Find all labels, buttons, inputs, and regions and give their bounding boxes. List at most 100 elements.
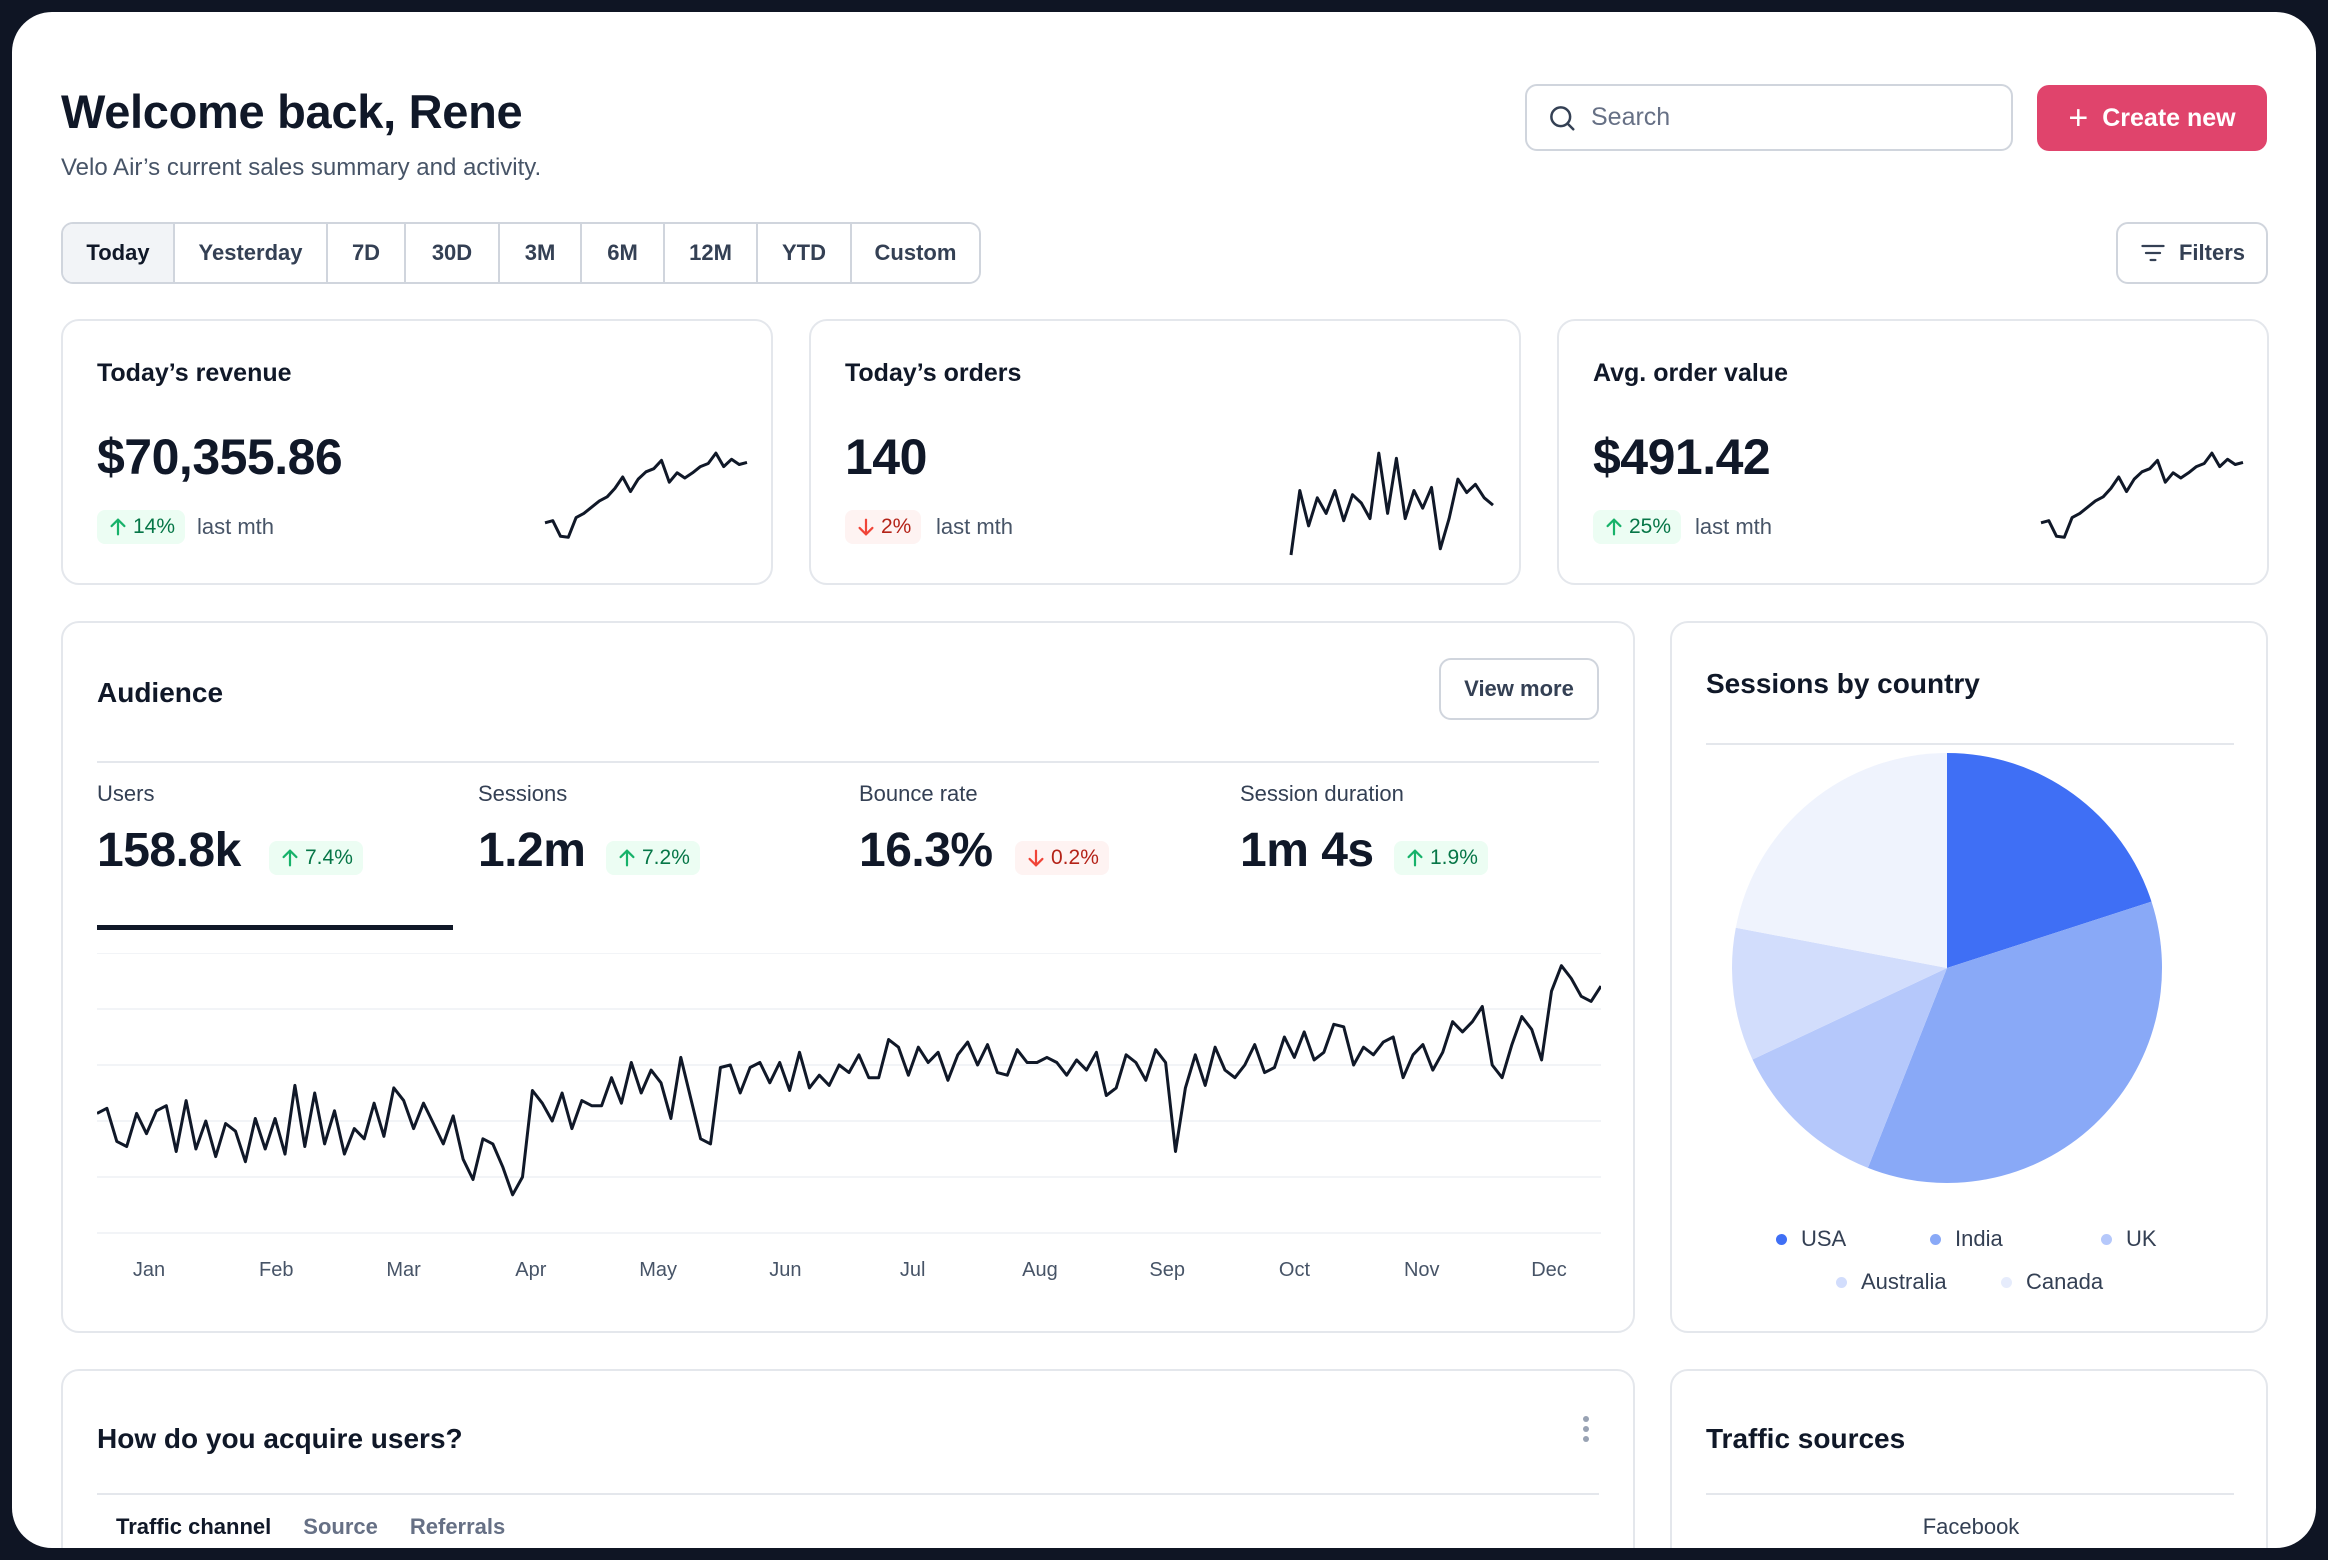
range-yesterday[interactable]: Yesterday (175, 224, 328, 282)
range-7d[interactable]: 7D (328, 224, 406, 282)
pie-slice-canada[interactable] (1735, 753, 1947, 968)
kpi-value: $491.42 (1593, 429, 1771, 485)
legend-dot (2001, 1276, 2012, 1288)
change-badge: 1.9% (1394, 841, 1488, 875)
range-12m[interactable]: 12M (665, 224, 758, 282)
change-value: 25% (1629, 515, 1672, 538)
traffic-sources-card: Traffic sources Facebook (1670, 1369, 2268, 1548)
legend-label: Australia (1861, 1269, 1947, 1294)
legend-item-uk: UK (2101, 1226, 2157, 1252)
legend-label: UK (2126, 1226, 2157, 1251)
kpi-value: $70,355.86 (97, 429, 343, 485)
active-metric-indicator (97, 925, 453, 930)
tab-source[interactable]: Source (303, 1514, 378, 1539)
audience-card: Audience View more Users 158.8k 7.4% Ses… (61, 621, 1635, 1333)
x-tick-label: Jan (133, 1259, 165, 1281)
acquire-users-card: How do you acquire users? Traffic channe… (61, 1369, 1635, 1548)
metric-tab-users[interactable]: Users 158.8k 7.4% (97, 781, 457, 941)
tab-referrals[interactable]: Referrals (409, 1514, 506, 1539)
change-badge: 2% (845, 510, 922, 544)
change-value: 0.2% (1051, 846, 1099, 869)
arrow-up-icon (282, 849, 298, 867)
range-30d[interactable]: 30D (406, 224, 500, 282)
change-value: 2% (881, 515, 912, 538)
metric-tab-bounce-rate[interactable]: Bounce rate 16.3% 0.2% (859, 781, 1219, 941)
kpi-card-revenue: Today’s revenue $70,355.86 14% last mth (61, 319, 773, 585)
plus-icon: + (2068, 99, 2089, 137)
range-custom[interactable]: Custom (852, 224, 979, 282)
sessions-pie-chart (1732, 753, 2163, 1183)
pie-slice-uk[interactable] (1752, 968, 1948, 1168)
metric-label: Session duration (1240, 781, 1404, 806)
range-3m[interactable]: 3M (500, 224, 582, 282)
metric-tab-session-duration[interactable]: Session duration 1m 4s 1.9% (1240, 781, 1600, 941)
pie-slice-australia[interactable] (1732, 927, 1947, 1060)
range-6m[interactable]: 6M (582, 224, 665, 282)
metric-value: 16.3% (859, 824, 993, 877)
filters-label: Filters (2178, 240, 2246, 265)
page-title: Welcome back, Rene (61, 85, 523, 138)
comparison-label: last mth (936, 514, 1014, 539)
legend-label: India (1955, 1226, 2003, 1251)
metric-value: 1.2m (478, 824, 586, 877)
legend-label: Canada (2026, 1269, 2104, 1294)
filters-button[interactable]: Filters (2116, 222, 2268, 284)
divider (97, 761, 1599, 763)
kpi-label: Avg. order value (1593, 359, 1788, 387)
pie-slice-india[interactable] (1867, 901, 2163, 1183)
page-subtitle: Velo Air’s current sales summary and act… (61, 154, 542, 181)
sparkline-path (1289, 451, 1494, 556)
legend-dot (2101, 1233, 2112, 1245)
date-range-selector: Today Yesterday 7D 30D 3M 6M 12M YTD Cus… (61, 222, 981, 284)
arrow-down-icon (1028, 849, 1044, 867)
metric-label: Bounce rate (859, 781, 978, 806)
x-tick-label: Dec (1531, 1259, 1567, 1281)
x-tick-label: Oct (1279, 1259, 1311, 1281)
acquire-title: How do you acquire users? (97, 1423, 463, 1454)
users-series-line (97, 964, 1601, 1197)
divider (97, 1493, 1599, 1495)
range-today[interactable]: Today (63, 224, 175, 282)
kpi-label: Today’s orders (845, 359, 1022, 387)
divider (1706, 1493, 2234, 1495)
range-ytd[interactable]: YTD (758, 224, 852, 282)
change-badge: 0.2% (1015, 841, 1109, 875)
kpi-card-avg-order: Avg. order value $491.42 25% last mth (1557, 319, 2269, 585)
revenue-sparkline (544, 451, 748, 539)
sessions-by-country-card: Sessions by country USA India UK Australia C… (1670, 621, 2268, 1333)
legend-item-india: India (1930, 1226, 2003, 1252)
tab-traffic-channel[interactable]: Traffic channel (116, 1514, 272, 1539)
orders-sparkline (1289, 451, 1494, 556)
create-new-button[interactable]: + Create new (2037, 85, 2267, 151)
kpi-value: 140 (845, 429, 927, 485)
search-box[interactable] (1525, 84, 2013, 151)
pie-slice-usa[interactable] (1947, 753, 2152, 968)
change-badge: 25% (1593, 510, 1682, 544)
view-more-button[interactable]: View more (1439, 658, 1599, 720)
metric-tab-sessions[interactable]: Sessions 1.2m 7.2% (478, 781, 838, 941)
sessions-by-country-title: Sessions by country (1706, 668, 1980, 699)
dots-vertical-icon[interactable] (1579, 1413, 1593, 1447)
arrow-up-icon (1407, 849, 1423, 867)
traffic-sources-title: Traffic sources (1706, 1423, 1906, 1454)
metric-label: Sessions (478, 781, 568, 806)
create-new-label: Create new (2102, 103, 2236, 132)
kpi-card-orders: Today’s orders 140 2% last mth (809, 319, 1521, 585)
legend-label: USA (1801, 1226, 1847, 1251)
change-value: 7.4% (305, 846, 353, 869)
change-badge: 7.4% (269, 841, 363, 875)
change-value: 7.2% (642, 846, 690, 869)
traffic-source-label: Facebook (1922, 1514, 2020, 1539)
sparkline-path (544, 451, 748, 539)
metric-value: 158.8k (97, 824, 241, 877)
x-tick-label: Jul (900, 1259, 926, 1281)
arrow-up-icon (110, 518, 126, 536)
x-tick-label: Apr (515, 1259, 546, 1281)
legend-item-usa: USA (1776, 1226, 1846, 1252)
change-value: 1.9% (1430, 846, 1478, 869)
x-tick-label: Sep (1149, 1259, 1185, 1281)
x-tick-label: Feb (259, 1259, 293, 1281)
x-tick-label: Nov (1404, 1259, 1440, 1281)
search-input[interactable] (1591, 103, 1991, 132)
acquire-tabs: Traffic channel Source Referrals (116, 1514, 537, 1540)
